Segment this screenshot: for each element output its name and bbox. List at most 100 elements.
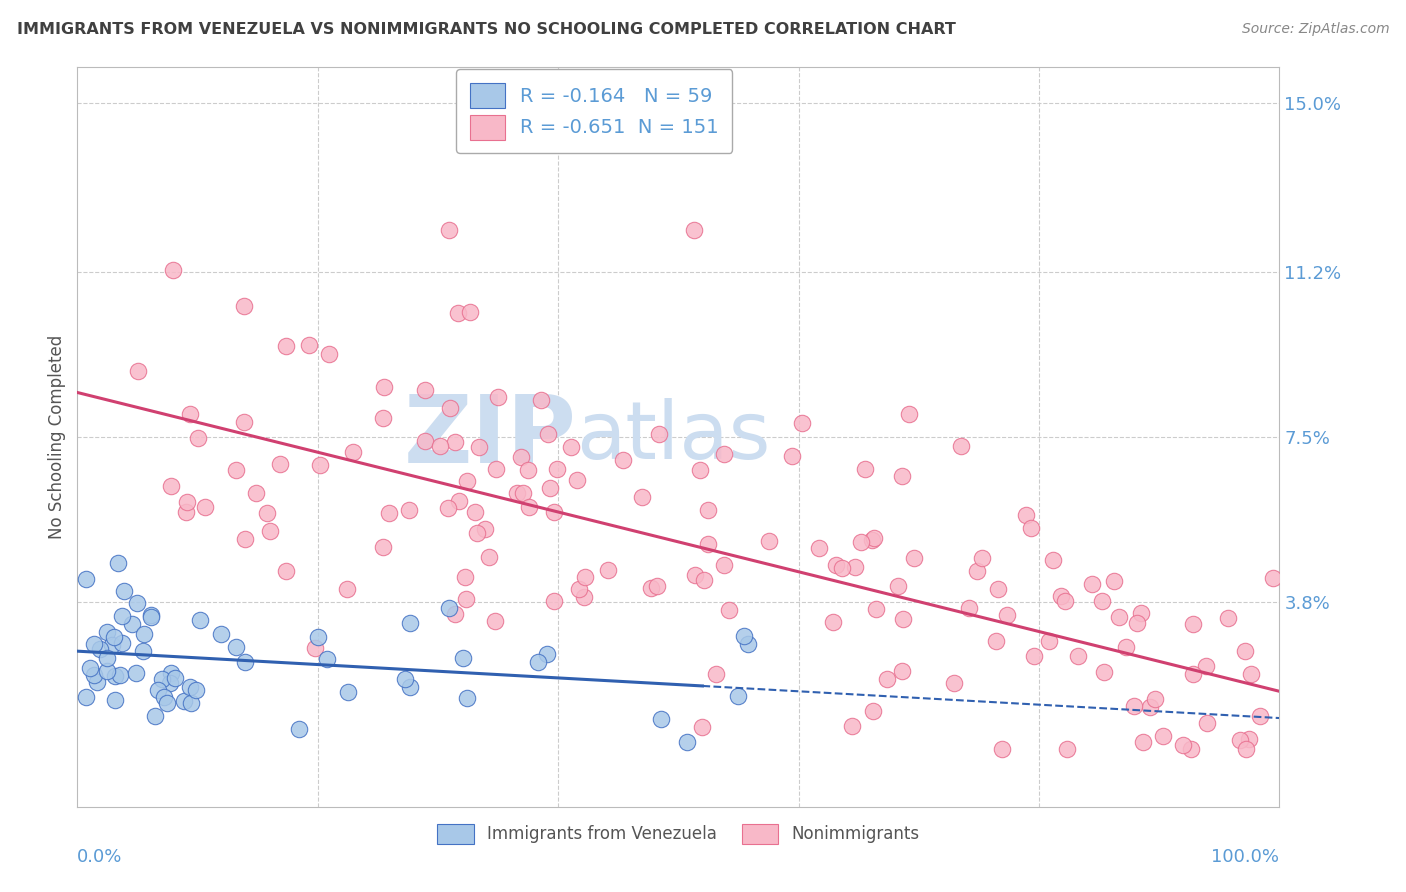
- Point: [132, 644, 155, 658]
- Point: [150, 673, 173, 687]
- Point: [851, 534, 873, 549]
- Point: [304, 641, 326, 656]
- Point: [111, 609, 134, 624]
- Point: [298, 338, 321, 352]
- Point: [568, 582, 591, 597]
- Point: [986, 633, 1008, 648]
- Point: [127, 364, 149, 378]
- Point: [468, 440, 491, 454]
- Point: [156, 696, 179, 710]
- Point: [546, 462, 568, 476]
- Point: [1015, 508, 1038, 523]
- Point: [543, 593, 565, 607]
- Point: [612, 452, 634, 467]
- Point: [1197, 716, 1219, 731]
- Point: [505, 486, 527, 500]
- Point: [337, 685, 360, 699]
- Point: [160, 666, 183, 681]
- Point: [942, 676, 965, 690]
- Point: [718, 603, 741, 617]
- Point: [574, 570, 596, 584]
- Point: [127, 596, 149, 610]
- Point: [1234, 742, 1257, 756]
- Point: [1081, 576, 1104, 591]
- Point: [690, 720, 713, 734]
- Point: [536, 647, 558, 661]
- Point: [1042, 553, 1064, 567]
- Point: [233, 532, 256, 546]
- Text: IMMIGRANTS FROM VENEZUELA VS NONIMMIGRANTS NO SCHOOLING COMPLETED CORRELATION CH: IMMIGRANTS FROM VENEZUELA VS NONIMMIGRAN…: [17, 22, 956, 37]
- Point: [831, 561, 853, 575]
- Point: [139, 610, 162, 624]
- Point: [394, 673, 416, 687]
- Point: [86, 675, 108, 690]
- Point: [876, 672, 898, 686]
- Point: [683, 568, 706, 582]
- Point: [447, 306, 470, 320]
- Point: [307, 630, 329, 644]
- Point: [758, 533, 780, 548]
- Point: [891, 469, 914, 483]
- Point: [1130, 606, 1153, 620]
- Point: [853, 462, 876, 476]
- Point: [862, 704, 884, 718]
- Point: [399, 681, 422, 695]
- Point: [1173, 738, 1195, 752]
- Point: [697, 503, 720, 517]
- Point: [444, 607, 467, 621]
- Point: [146, 682, 169, 697]
- Text: 100.0%: 100.0%: [1212, 848, 1279, 866]
- Point: [903, 551, 925, 566]
- Point: [526, 655, 548, 669]
- Point: [89, 641, 111, 656]
- Point: [451, 651, 474, 665]
- Point: [1115, 640, 1137, 654]
- Point: [187, 431, 209, 445]
- Point: [693, 574, 716, 588]
- Point: [1152, 729, 1174, 743]
- Point: [315, 652, 337, 666]
- Point: [865, 601, 887, 615]
- Point: [125, 665, 148, 680]
- Point: [454, 570, 477, 584]
- Point: [891, 612, 914, 626]
- Point: [733, 629, 755, 643]
- Point: [439, 401, 461, 415]
- Point: [373, 540, 395, 554]
- Point: [991, 742, 1014, 756]
- Point: [225, 463, 247, 477]
- Point: [536, 426, 558, 441]
- Point: [790, 416, 813, 430]
- Point: [676, 735, 699, 749]
- Point: [1229, 733, 1251, 747]
- Point: [103, 630, 125, 644]
- Point: [966, 564, 988, 578]
- Point: [139, 608, 162, 623]
- Point: [1056, 742, 1078, 756]
- Point: [509, 450, 531, 465]
- Text: ZIP: ZIP: [404, 391, 576, 483]
- Point: [75, 572, 97, 586]
- Point: [233, 299, 256, 313]
- Point: [1132, 735, 1154, 749]
- Point: [1144, 692, 1167, 706]
- Point: [160, 479, 183, 493]
- Point: [986, 582, 1008, 597]
- Point: [1125, 615, 1147, 630]
- Point: [101, 638, 124, 652]
- Point: [543, 505, 565, 519]
- Point: [949, 439, 972, 453]
- Point: [1182, 667, 1205, 681]
- Point: [439, 601, 461, 615]
- Point: [449, 494, 471, 508]
- Point: [180, 697, 202, 711]
- Point: [631, 491, 654, 505]
- Point: [1102, 574, 1125, 588]
- Point: [188, 614, 211, 628]
- Text: Source: ZipAtlas.com: Source: ZipAtlas.com: [1241, 22, 1389, 37]
- Point: [897, 408, 920, 422]
- Point: [159, 676, 181, 690]
- Point: [727, 689, 749, 703]
- Point: [336, 582, 359, 596]
- Point: [1049, 590, 1071, 604]
